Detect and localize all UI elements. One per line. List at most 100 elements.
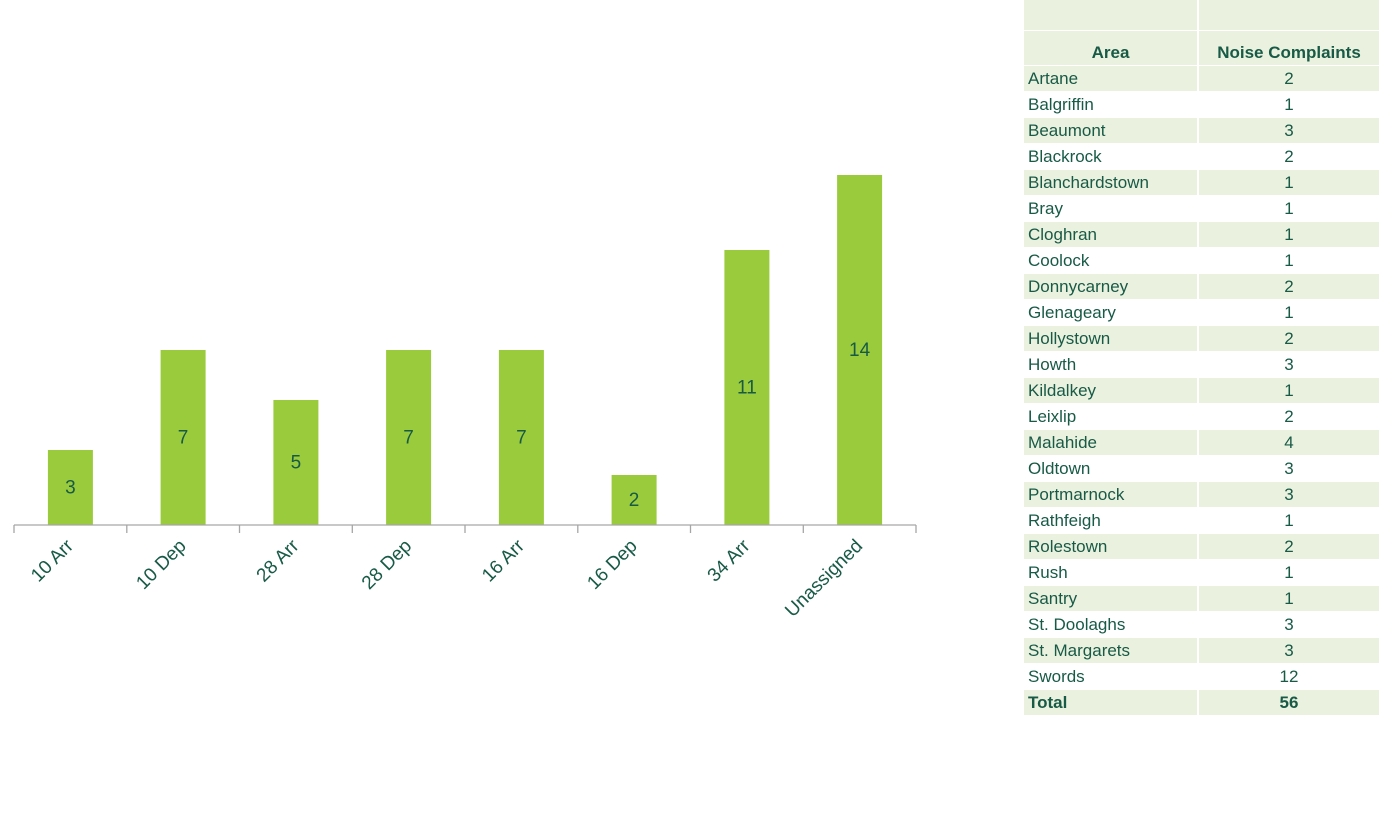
table-row: Glenageary 1: [1024, 299, 1381, 326]
complaints-cell: 1: [1198, 91, 1381, 118]
data-label: 11: [737, 378, 757, 399]
complaints-cell: 2: [1198, 403, 1381, 430]
area-cell: Coolock: [1024, 247, 1199, 274]
total-label: Total: [1024, 689, 1199, 716]
complaints-cell: 2: [1198, 273, 1381, 300]
total-value: 56: [1198, 689, 1381, 716]
complaints-cell: 1: [1198, 299, 1381, 326]
noise-complaints-table: Area Noise Complaints Artane 2 Balgriffin 1…: [1024, 0, 1381, 716]
complaints-cell: 3: [1198, 611, 1381, 638]
data-label: 2: [629, 490, 640, 511]
area-cell: Artane: [1024, 65, 1199, 92]
complaints-cell: 1: [1198, 377, 1381, 404]
area-cell: Howth: [1024, 351, 1199, 378]
area-cell: Portmarnock: [1024, 481, 1199, 508]
table-row: Malahide 4: [1024, 429, 1381, 456]
table-row: Cloghran 1: [1024, 221, 1381, 248]
data-label: 5: [291, 453, 302, 474]
bar: [837, 175, 883, 525]
complaints-cell: 2: [1198, 533, 1381, 560]
table-row: Donnycarney 2: [1024, 273, 1381, 300]
complaints-cell: 2: [1198, 325, 1381, 352]
x-tick-label: 28 Dep: [358, 536, 416, 594]
data-label: 14: [849, 340, 871, 361]
complaints-cell: 4: [1198, 429, 1381, 456]
table-row: Kildalkey 1: [1024, 377, 1381, 404]
table-row: Beaumont 3: [1024, 117, 1381, 144]
area-cell: Swords: [1024, 663, 1199, 690]
area-cell: Blanchardstown: [1024, 169, 1199, 196]
header-spacer-cell: [1198, 0, 1381, 31]
bar-chart: 3 7 5 7 7 2 11 14 10 Arr 10 Dep 28 Arr 28 Dep 16 Ar…: [13, 175, 917, 621]
x-tick-label: 28 Arr: [253, 535, 304, 586]
complaints-cell: 3: [1198, 117, 1381, 144]
table-row: Rathfeigh 1: [1024, 507, 1381, 534]
x-tick-labels-group: 10 Arr 10 Dep 28 Arr 28 Dep 16 Arr 16 Dep 34 A…: [27, 535, 867, 621]
area-column-header: Area: [1024, 30, 1199, 66]
bars-group: [47, 175, 883, 525]
table-row: Coolock 1: [1024, 247, 1381, 274]
table-row: Hollystown 2: [1024, 325, 1381, 352]
table-row: St. Doolaghs 3: [1024, 611, 1381, 638]
table-row: Bray 1: [1024, 195, 1381, 222]
table-row: Rush 1: [1024, 559, 1381, 586]
data-label: 7: [178, 428, 189, 449]
table-row: Artane 2: [1024, 65, 1381, 92]
area-cell: Santry: [1024, 585, 1199, 612]
area-cell: Glenageary: [1024, 299, 1199, 326]
data-label: 3: [65, 478, 76, 499]
area-cell: Malahide: [1024, 429, 1199, 456]
area-cell: Cloghran: [1024, 221, 1199, 248]
area-cell: Rathfeigh: [1024, 507, 1199, 534]
area-cell: Donnycarney: [1024, 273, 1199, 300]
area-cell: Balgriffin: [1024, 91, 1199, 118]
area-cell: Blackrock: [1024, 143, 1199, 170]
bar: [724, 250, 770, 525]
area-cell: Rolestown: [1024, 533, 1199, 560]
area-cell: Rush: [1024, 559, 1199, 586]
area-cell: Oldtown: [1024, 455, 1199, 482]
bar: [160, 350, 206, 525]
data-labels-group: 3 7 5 7 7 2 11 14: [65, 340, 870, 511]
complaints-cell: 3: [1198, 481, 1381, 508]
area-cell: Hollystown: [1024, 325, 1199, 352]
table-body: Artane 2 Balgriffin 1 Beaumont 3 Blackrock 2 Bla…: [1024, 65, 1381, 690]
x-axis: [13, 524, 917, 533]
table-row: Oldtown 3: [1024, 455, 1381, 482]
table-row: Blackrock 2: [1024, 143, 1381, 170]
complaints-cell: 12: [1198, 663, 1381, 690]
x-tick-label: 16 Arr: [478, 535, 529, 586]
bar: [611, 475, 657, 525]
data-label: 7: [516, 428, 527, 449]
table-row: Swords 12: [1024, 663, 1381, 690]
noise-complaints-column-header: Noise Complaints: [1198, 30, 1381, 66]
complaints-cell: 1: [1198, 221, 1381, 248]
complaints-cell: 1: [1198, 585, 1381, 612]
header-spacer-cell: [1024, 0, 1199, 31]
area-cell: Beaumont: [1024, 117, 1199, 144]
area-cell: Leixlip: [1024, 403, 1199, 430]
area-cell: St. Doolaghs: [1024, 611, 1199, 638]
bar: [273, 400, 319, 525]
total-row: Total 56: [1024, 689, 1381, 716]
complaints-cell: 3: [1198, 637, 1381, 664]
table-row: Portmarnock 3: [1024, 481, 1381, 508]
complaints-cell: 2: [1198, 65, 1381, 92]
table-row: Leixlip 2: [1024, 403, 1381, 430]
complaints-cell: 1: [1198, 195, 1381, 222]
table-row: Howth 3: [1024, 351, 1381, 378]
bar: [498, 350, 544, 525]
complaints-cell: 1: [1198, 507, 1381, 534]
table-row: Blanchardstown 1: [1024, 169, 1381, 196]
table-row: Balgriffin 1: [1024, 91, 1381, 118]
complaints-cell: 1: [1198, 247, 1381, 274]
x-tick-label: 10 Dep: [132, 536, 190, 594]
bar: [386, 350, 432, 525]
bar: [47, 450, 93, 525]
complaints-cell: 1: [1198, 559, 1381, 586]
data-label: 7: [403, 428, 414, 449]
complaints-cell: 1: [1198, 169, 1381, 196]
table-row: Santry 1: [1024, 585, 1381, 612]
x-tick-label: 10 Arr: [27, 535, 78, 586]
complaints-cell: 3: [1198, 351, 1381, 378]
